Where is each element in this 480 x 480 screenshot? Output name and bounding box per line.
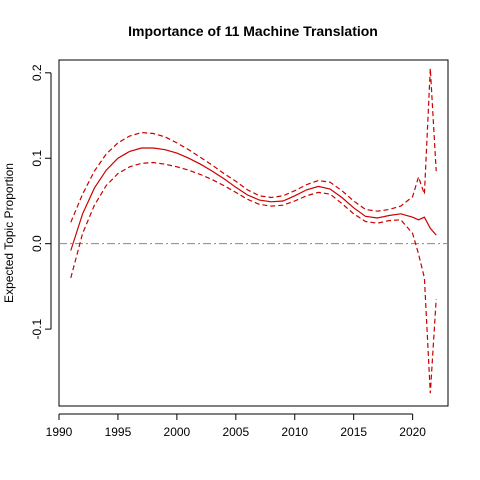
chart-title: Importance of 11 Machine Translation [128,23,378,39]
y-tick-label: -0.1 [30,318,44,339]
y-axis-label: Expected Topic Proportion [2,163,16,303]
estimate-line [70,147,437,251]
y-tick-label: 0.0 [30,235,44,252]
y-axis: -0.1 0.0 0.1 0.2 [30,64,52,339]
x-tick-label: 1990 [46,425,73,439]
x-tick-label: 2020 [399,425,426,439]
y-tick-label: 0.2 [30,64,44,81]
series-group [70,68,437,394]
x-tick-label: 2000 [164,425,191,439]
y-tick-label: 0.1 [30,150,44,167]
x-axis: 1990 1995 2000 2005 2010 2015 2020 [46,413,426,439]
lower-ci-line [70,161,437,394]
x-tick-label: 2010 [281,425,308,439]
x-tick-label: 2015 [340,425,367,439]
x-tick-label: 1995 [105,425,132,439]
upper-ci-line [70,68,437,223]
plot-frame [58,59,449,407]
x-tick-label: 2005 [222,425,249,439]
